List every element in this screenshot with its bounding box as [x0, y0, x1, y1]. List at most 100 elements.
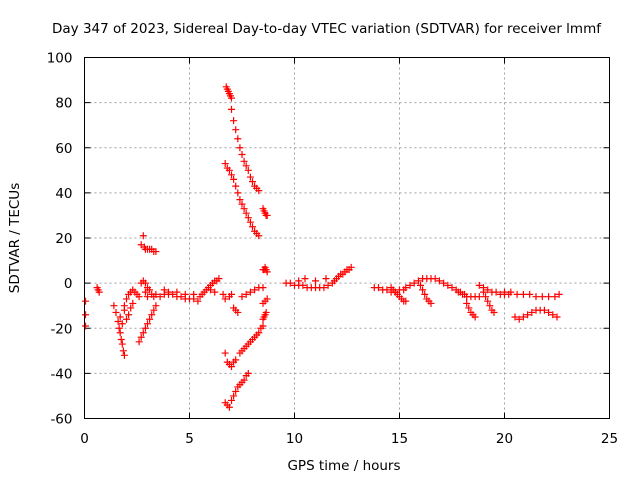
data-point: [519, 290, 527, 298]
y-tick-label: 20: [55, 231, 72, 247]
data-point: [242, 290, 250, 298]
series-arc-15h-dip: [387, 284, 410, 305]
data-point: [259, 322, 267, 330]
data-point: [234, 189, 242, 197]
x-tick-label: 25: [601, 431, 618, 447]
data-point: [110, 302, 118, 310]
series-arc-20-22.5h: [501, 288, 563, 301]
data-point: [232, 126, 240, 134]
series-arc-7.5h-neg: [236, 322, 267, 357]
series-arc-8.6h-neg: [259, 295, 271, 323]
data-point: [486, 302, 494, 310]
data-point: [410, 279, 418, 287]
data-point: [459, 290, 466, 298]
data-point: [234, 135, 242, 143]
series-arc-8.5h-mid: [259, 205, 271, 219]
data-point: [116, 313, 124, 321]
series-arc-2h: [120, 286, 143, 323]
data-point: [417, 281, 424, 289]
data-point: [141, 279, 149, 287]
data-point: [123, 315, 130, 323]
x-tick-label: 0: [80, 431, 89, 447]
data-point: [238, 293, 246, 301]
data-point: [482, 293, 490, 301]
data-point: [137, 333, 145, 341]
data-point: [232, 387, 240, 395]
data-point: [211, 288, 219, 296]
data-point: [82, 311, 90, 319]
data-point: [120, 351, 128, 359]
data-point: [402, 284, 410, 292]
series-arc-7.3h-bottom: [221, 369, 252, 411]
data-point: [236, 196, 244, 204]
data-point: [242, 209, 250, 217]
data-point: [465, 304, 473, 312]
data-point: [471, 313, 479, 321]
y-tick-label: -40: [50, 366, 72, 382]
data-points: [82, 83, 563, 411]
data-point: [228, 94, 235, 102]
data-point: [242, 162, 250, 170]
data-point: [419, 286, 427, 294]
data-point: [228, 396, 235, 404]
data-point: [114, 317, 122, 325]
y-tick-label: 0: [64, 276, 73, 292]
series-arc-7h-low: [221, 349, 240, 371]
data-point: [144, 293, 151, 301]
data-point: [236, 144, 244, 152]
data-point: [230, 175, 238, 183]
data-point: [322, 275, 330, 283]
data-point: [513, 290, 521, 298]
data-point: [225, 403, 233, 411]
data-point: [249, 178, 256, 186]
series-arc-7.5h-zero: [219, 284, 267, 316]
plot-frame: [84, 57, 610, 419]
data-point: [127, 304, 135, 312]
data-point: [95, 288, 103, 296]
data-point: [228, 290, 235, 298]
data-point: [181, 290, 189, 298]
data-point: [228, 105, 235, 113]
data-point: [475, 281, 483, 289]
data-point: [238, 200, 246, 208]
data-point: [421, 290, 429, 298]
data-point: [545, 293, 553, 301]
chart-title: Day 347 of 2023, Sidereal Day-to-day VTE…: [52, 21, 602, 37]
data-point: [515, 315, 523, 323]
data-point: [538, 293, 546, 301]
series-arc-18-19h: [454, 288, 483, 301]
series-arc-5.5-6.5h: [196, 275, 223, 301]
x-tick-label: 10: [286, 431, 303, 447]
data-point: [141, 324, 149, 332]
series-arc-14-15h: [370, 284, 408, 296]
y-axis-label: SDTVAR / TECUs: [7, 183, 23, 293]
data-point: [232, 182, 240, 190]
data-point: [244, 214, 252, 222]
data-point: [244, 166, 252, 174]
data-point: [112, 308, 120, 316]
data-point: [551, 293, 559, 301]
data-point: [230, 392, 238, 400]
data-point: [125, 311, 133, 319]
data-point: [234, 308, 242, 316]
data-point: [414, 277, 422, 285]
data-point: [148, 311, 156, 319]
data-point: [152, 248, 160, 256]
data-point: [492, 288, 500, 296]
data-point: [532, 293, 540, 301]
data-point: [115, 324, 123, 332]
series-arc-7h-top: [228, 105, 263, 195]
data-point: [262, 308, 270, 316]
data-point: [475, 293, 483, 301]
data-point: [540, 306, 548, 314]
data-point: [347, 263, 355, 271]
data-point: [444, 281, 452, 289]
data-point: [246, 288, 254, 296]
data-point: [454, 288, 462, 296]
data-point: [263, 211, 271, 219]
axes: -60 -40 -20 0 20 40 60 80 100 0 5 10 15 20 25: [47, 51, 618, 448]
data-point: [221, 295, 229, 303]
data-point: [507, 288, 515, 296]
x-tick-label: 20: [496, 431, 513, 447]
data-point: [225, 166, 233, 174]
